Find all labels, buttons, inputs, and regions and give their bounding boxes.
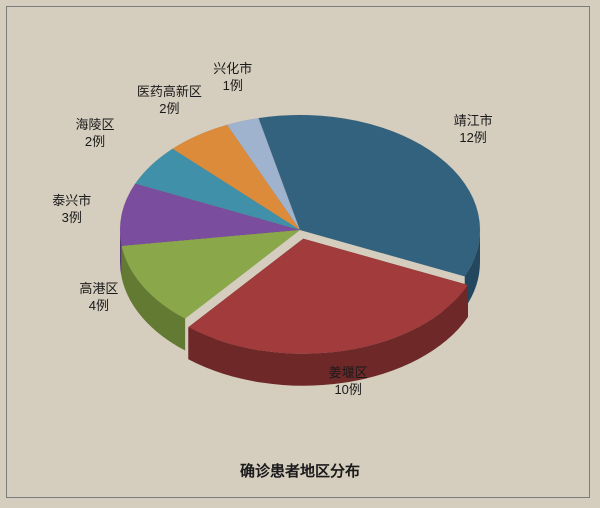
slice-count: 12例: [454, 130, 493, 147]
slice-name: 海陵区: [75, 117, 114, 134]
slice-label: 泰兴市3例: [52, 193, 91, 227]
slice-label: 医药高新区2例: [137, 84, 202, 118]
slice-name: 医药高新区: [137, 84, 202, 101]
slice-name: 靖江市: [454, 113, 493, 130]
slice-name: 高港区: [79, 281, 118, 298]
slice-count: 2例: [75, 134, 114, 151]
slice-label: 高港区4例: [79, 281, 118, 315]
slice-name: 泰兴市: [52, 193, 91, 210]
pie-chart: 泰兴市3例海陵区2例医药高新区2例兴化市1例靖江市12例姜堰区10例高港区4例: [0, 0, 600, 440]
slice-label: 兴化市1例: [213, 61, 252, 95]
slice-count: 10例: [329, 382, 368, 399]
slice-label: 姜堰区10例: [329, 365, 368, 399]
chart-title: 确诊患者地区分布: [0, 460, 600, 481]
slice-label: 靖江市12例: [454, 113, 493, 147]
slice-count: 2例: [137, 101, 202, 118]
slice-name: 姜堰区: [329, 365, 368, 382]
slice-count: 1例: [213, 78, 252, 95]
slice-name: 兴化市: [213, 61, 252, 78]
slice-count: 3例: [52, 210, 91, 227]
slice-label: 海陵区2例: [75, 117, 114, 151]
slice-count: 4例: [79, 298, 118, 315]
